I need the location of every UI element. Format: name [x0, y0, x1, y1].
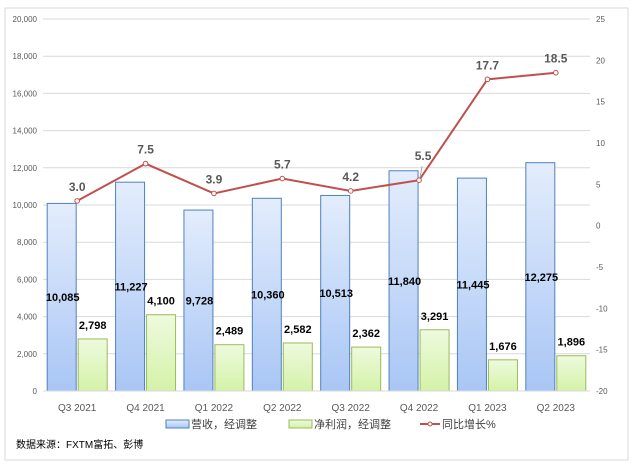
growth-point	[416, 177, 422, 183]
net-profit-bar	[214, 344, 245, 392]
growth-point	[142, 160, 149, 167]
growth-point	[74, 198, 80, 204]
y-tick-right: 15	[596, 98, 605, 107]
y-tick-left: 14,000	[13, 127, 38, 136]
y-tick-left: 16,000	[13, 89, 38, 98]
y-tick-right: 25	[596, 15, 605, 24]
revenue-data-label: 10,513	[319, 288, 353, 300]
growth-data-label: 4.2	[342, 170, 359, 184]
growth-point	[279, 175, 286, 182]
growth-data-label: 17.7	[476, 58, 500, 72]
net-profit-bar	[556, 355, 587, 392]
legend-revenue-swatch	[165, 419, 190, 429]
y-tick-right: -15	[596, 346, 608, 355]
revenue-data-label: 10,360	[251, 290, 285, 302]
revenue-bar	[456, 177, 487, 392]
y-tick-left: 2,000	[17, 350, 38, 359]
revenue-bar	[115, 181, 146, 392]
y-tick-right: 0	[596, 222, 601, 231]
net-profit-bar	[419, 329, 450, 392]
revenue-data-label: 9,728	[186, 296, 214, 308]
growth-point	[553, 69, 559, 76]
net-profit-bar	[487, 359, 518, 392]
revenue-bar	[183, 209, 214, 392]
x-tick-label: Q3 2022	[332, 403, 371, 414]
growth-point	[211, 190, 217, 197]
net-profit-data-label: 2,362	[352, 328, 380, 340]
net-profit-data-label: 2,582	[284, 324, 312, 336]
revenue-data-label: 10,085	[46, 292, 80, 304]
revenue-data-label: 11,227	[115, 282, 148, 294]
growth-data-label: 18.5	[544, 52, 568, 66]
y-tick-left: 20,000	[13, 15, 38, 24]
revenue-bar	[525, 162, 556, 392]
legend-growth-label: 同比增长%	[442, 417, 496, 431]
revenue-data-label: 12,275	[524, 272, 558, 284]
growth-data-label: 5.7	[274, 158, 291, 172]
y-tick-right: 5	[596, 180, 601, 189]
y-tick-left: 18,000	[13, 52, 38, 61]
y-tick-right: -20	[596, 387, 608, 396]
revenue-bar	[320, 194, 351, 392]
net-profit-data-label: 4,100	[147, 296, 175, 308]
x-tick-label: Q1 2023	[468, 403, 507, 414]
revenue-data-label: 11,840	[388, 276, 421, 288]
x-tick-label: Q4 2022	[400, 403, 439, 414]
growth-data-label: 5.5	[415, 149, 432, 163]
growth-data-label: 3.9	[206, 172, 223, 186]
legend-net-profit-swatch	[288, 419, 313, 429]
net-profit-data-label: 2,489	[216, 326, 244, 338]
x-tick-label: Q2 2022	[263, 403, 302, 414]
y-tick-left: 10,000	[13, 201, 38, 210]
x-tick-label: Q4 2021	[126, 403, 165, 414]
x-tick-label: Q3 2021	[58, 403, 97, 414]
revenue-bar	[46, 202, 77, 392]
legend-net-profit-label: 净利润，经调整	[314, 417, 391, 431]
x-tick-label: Q2 2023	[537, 403, 576, 414]
legend-growth-marker	[427, 421, 433, 427]
net-profit-bar	[282, 342, 313, 392]
revenue-bar	[388, 170, 419, 392]
net-profit-data-label: 3,291	[421, 311, 449, 323]
x-tick-label: Q1 2022	[195, 403, 234, 414]
y-tick-right: -5	[596, 263, 604, 272]
revenue-data-label: 11,445	[456, 280, 489, 292]
growth-point	[484, 76, 491, 83]
legend-revenue-label: 营收，经调整	[191, 417, 257, 431]
y-tick-right: 20	[596, 56, 605, 65]
y-tick-right: -10	[596, 304, 608, 313]
leader-line	[419, 166, 423, 178]
growth-point	[347, 188, 354, 194]
net-profit-bar	[77, 338, 108, 392]
growth-data-label: 7.5	[137, 143, 154, 157]
source-note: 数据来源：FXTM富拓、彭博	[16, 440, 144, 451]
y-tick-left: 4,000	[17, 313, 38, 322]
growth-data-label: 3.0	[69, 180, 86, 194]
net-profit-data-label: 2,798	[79, 320, 107, 332]
y-tick-left: 8,000	[17, 238, 38, 247]
net-profit-data-label: 1,896	[558, 337, 586, 349]
net-profit-data-label: 1,676	[489, 341, 517, 353]
y-tick-left: 6,000	[17, 275, 38, 284]
net-profit-bar	[146, 314, 177, 392]
revenue-bar	[251, 197, 282, 392]
y-tick-left: 12,000	[13, 164, 38, 173]
y-tick-right: 10	[596, 139, 605, 148]
net-profit-bar	[351, 346, 382, 392]
y-tick-left: 0	[33, 387, 38, 396]
growth-line	[76, 71, 556, 202]
chart-border	[4, 7, 629, 461]
